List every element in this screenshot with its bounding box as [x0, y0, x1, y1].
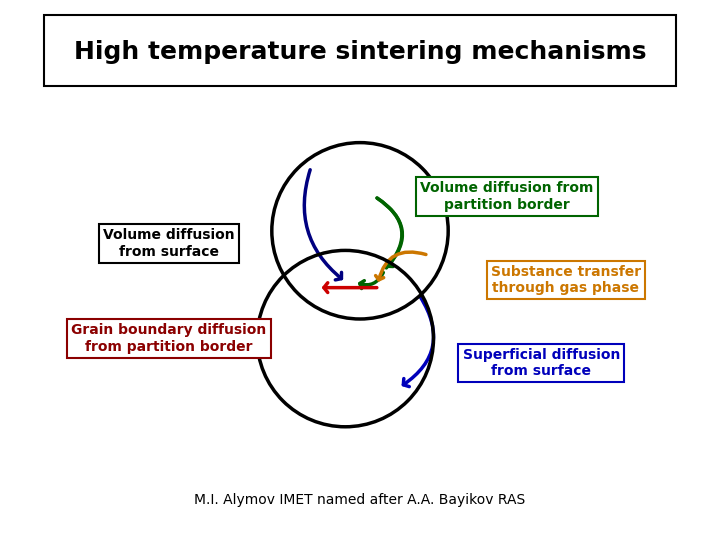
Text: Grain boundary diffusion
from partition border: Grain boundary diffusion from partition …: [71, 323, 266, 354]
Text: Volume diffusion from
partition border: Volume diffusion from partition border: [420, 181, 594, 212]
Text: Superficial diffusion
from surface: Superficial diffusion from surface: [462, 348, 620, 378]
Text: M.I. Alymov IMET named after A.A. Bayikov RAS: M.I. Alymov IMET named after A.A. Bayiko…: [194, 493, 526, 507]
Text: Substance transfer
through gas phase: Substance transfer through gas phase: [491, 265, 641, 295]
FancyBboxPatch shape: [45, 15, 675, 86]
Text: Volume diffusion
from surface: Volume diffusion from surface: [103, 228, 235, 259]
Text: High temperature sintering mechanisms: High temperature sintering mechanisms: [73, 40, 647, 64]
